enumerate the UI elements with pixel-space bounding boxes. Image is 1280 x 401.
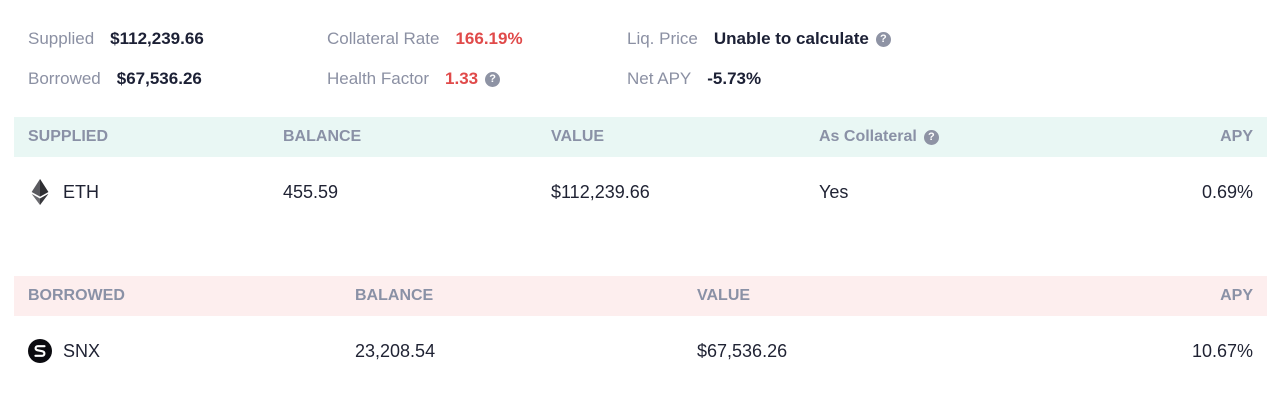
collateral-rate-label: Collateral Rate	[327, 29, 440, 48]
asset-cell: SNX	[28, 316, 100, 386]
account-summary: Supplied $112,239.66 Borrowed $67,536.26…	[0, 0, 1280, 110]
supplied-label: Supplied	[28, 29, 95, 48]
as-collateral-help-icon[interactable]: ?	[923, 129, 939, 145]
table-row[interactable]: SNX 23,208.54 $67,536.26 10.67%	[14, 316, 1267, 386]
liq-price-value: Unable to calculate	[713, 29, 869, 48]
supplied-table-header: SUPPLIED BALANCE VALUE As Collateral ? A…	[14, 117, 1267, 157]
supplied-value: $112,239.66	[110, 29, 204, 48]
as-collateral-column-header: As Collateral ?	[819, 117, 939, 157]
balance-column-header: BALANCE	[355, 287, 434, 304]
liq-price-label: Liq. Price	[627, 29, 698, 48]
balance-column-header: BALANCE	[283, 128, 362, 145]
apy-column-header: APY	[1220, 128, 1253, 145]
health-factor-label: Health Factor	[327, 69, 430, 88]
ethereum-icon	[28, 179, 52, 205]
collateral-cell: Yes	[819, 181, 849, 202]
value-column-header: VALUE	[697, 287, 751, 304]
net-apy-label: Net APY	[627, 69, 692, 88]
value-cell: $67,536.26	[697, 340, 788, 361]
apy-cell: 10.67%	[1191, 340, 1253, 361]
borrowed-table-header: BORROWED BALANCE VALUE APY	[14, 276, 1267, 316]
apy-column-header: APY	[1220, 287, 1253, 304]
collateral-rate-value: 166.19%	[455, 29, 523, 48]
health-factor-help-icon[interactable]: ?	[485, 71, 501, 87]
synthetix-icon	[28, 339, 52, 363]
balance-cell: 23,208.54	[355, 340, 436, 361]
borrowed-label: Borrowed	[28, 69, 101, 88]
health-factor-stat: Health Factor 1.33 ?	[327, 67, 501, 91]
asset-name: SNX	[63, 340, 101, 361]
liq-price-help-icon[interactable]: ?	[875, 31, 891, 47]
net-apy-stat: Net APY -5.73%	[627, 67, 761, 91]
asset-name: ETH	[63, 181, 99, 202]
borrowed-column-header: BORROWED	[28, 287, 125, 304]
borrowed-stat: Borrowed $67,536.26	[28, 67, 202, 91]
table-row[interactable]: ETH 455.59 $112,239.66 Yes 0.69%	[14, 157, 1267, 227]
supplied-stat: Supplied $112,239.66	[28, 27, 204, 51]
value-cell: $112,239.66	[551, 181, 650, 202]
as-collateral-header-label: As Collateral	[819, 128, 917, 145]
collateral-rate-stat: Collateral Rate 166.19%	[327, 27, 523, 51]
health-factor-value: 1.33	[445, 69, 479, 88]
supplied-table: SUPPLIED BALANCE VALUE As Collateral ? A…	[14, 117, 1267, 227]
borrowed-value: $67,536.26	[116, 69, 202, 88]
borrowed-table: BORROWED BALANCE VALUE APY SNX 23,208.54…	[14, 276, 1267, 386]
net-apy-value: -5.73%	[707, 69, 762, 88]
balance-cell: 455.59	[283, 181, 339, 202]
liq-price-stat: Liq. Price Unable to calculate ?	[627, 27, 891, 51]
supplied-column-header: SUPPLIED	[28, 128, 109, 145]
apy-cell: 0.69%	[1201, 181, 1253, 202]
asset-cell: ETH	[28, 157, 99, 227]
value-column-header: VALUE	[551, 128, 605, 145]
